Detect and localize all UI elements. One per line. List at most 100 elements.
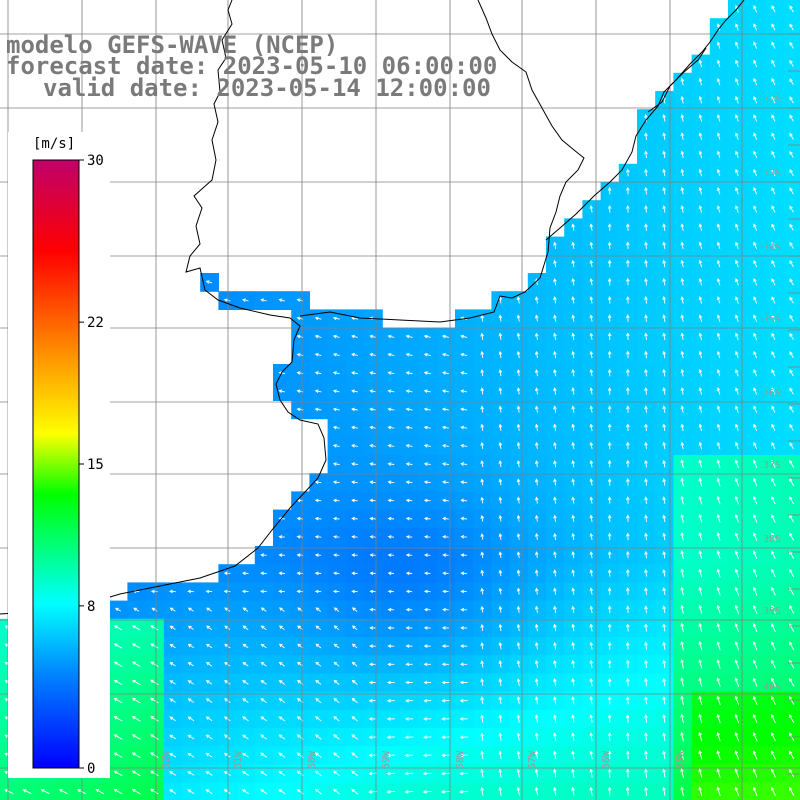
wind-arrow bbox=[332, 498, 340, 503]
wind-arrow bbox=[789, 641, 795, 651]
wind-arrow bbox=[589, 569, 594, 577]
wind-arrow bbox=[571, 732, 575, 741]
wind-arrow bbox=[607, 205, 612, 213]
wind-arrow bbox=[460, 407, 468, 412]
wind-speed-cell bbox=[782, 145, 800, 165]
wind-arrow bbox=[498, 496, 503, 504]
wind-arrow bbox=[405, 334, 413, 339]
wind-arrow bbox=[534, 314, 539, 322]
wind-arrow bbox=[753, 332, 758, 341]
wind-arrow bbox=[351, 462, 358, 466]
wind-arrow bbox=[735, 59, 739, 68]
wind-arrow bbox=[644, 259, 648, 268]
wind-speed-cell bbox=[782, 436, 800, 456]
wind-arrow bbox=[771, 168, 776, 177]
wind-arrow bbox=[716, 96, 721, 104]
wind-arrow bbox=[405, 480, 413, 485]
wind-speed-cell bbox=[782, 527, 800, 547]
wind-arrow bbox=[698, 786, 703, 797]
wind-arrow bbox=[625, 259, 630, 268]
wind-arrow bbox=[314, 734, 322, 740]
wind-arrow bbox=[351, 734, 358, 740]
wind-arrow bbox=[625, 623, 630, 632]
wind-arrow bbox=[607, 641, 612, 650]
wind-arrow bbox=[571, 405, 575, 413]
wind-arrow bbox=[150, 734, 159, 740]
wind-arrow bbox=[260, 788, 268, 795]
wind-arrow bbox=[771, 23, 776, 31]
wind-arrow bbox=[498, 551, 503, 559]
wind-arrow bbox=[662, 641, 666, 650]
wind-arrow bbox=[498, 587, 503, 595]
wind-arrow bbox=[205, 716, 213, 722]
wind-arrow bbox=[169, 716, 176, 722]
wind-arrow bbox=[387, 389, 395, 393]
wind-arrow bbox=[680, 277, 685, 286]
wind-arrow bbox=[625, 478, 630, 486]
wind-arrow bbox=[625, 350, 630, 359]
wind-arrow bbox=[698, 750, 703, 760]
wind-arrow bbox=[206, 607, 213, 612]
wind-arrow bbox=[333, 643, 340, 649]
wind-arrow bbox=[716, 768, 721, 778]
wind-arrow bbox=[771, 405, 776, 413]
wind-arrow bbox=[698, 568, 703, 578]
wind-arrow bbox=[516, 332, 521, 340]
wind-arrow bbox=[625, 186, 630, 195]
wind-arrow bbox=[440, 790, 450, 794]
wind-arrow bbox=[351, 770, 359, 777]
wind-arrow bbox=[278, 770, 286, 777]
wind-arrow bbox=[516, 405, 521, 413]
wind-arrow bbox=[752, 459, 758, 469]
wind-arrow bbox=[404, 771, 414, 776]
wind-arrow bbox=[442, 607, 449, 612]
wind-arrow bbox=[625, 786, 630, 796]
wind-arrow bbox=[460, 443, 468, 448]
wind-arrow bbox=[553, 587, 557, 595]
wind-arrow bbox=[789, 387, 794, 395]
wind-arrow bbox=[625, 459, 630, 468]
wind-arrow bbox=[423, 717, 432, 721]
wind-arrow bbox=[553, 460, 557, 468]
wind-arrow bbox=[770, 732, 776, 742]
wind-arrow bbox=[571, 768, 575, 778]
wind-arrow bbox=[516, 623, 521, 632]
wind-arrow bbox=[734, 677, 740, 687]
wind-arrow bbox=[716, 241, 721, 250]
wind-arrow bbox=[351, 679, 358, 685]
wind-arrow bbox=[607, 514, 612, 522]
wind-arrow bbox=[242, 625, 249, 631]
wind-arrow bbox=[441, 771, 450, 776]
wind-arrow bbox=[771, 59, 776, 67]
lat-label: 34S bbox=[763, 242, 781, 253]
wind-speed-cell bbox=[182, 782, 201, 800]
wind-arrow bbox=[644, 186, 648, 195]
wind-arrow bbox=[423, 644, 431, 648]
wind-arrow bbox=[589, 314, 594, 322]
wind-arrow bbox=[534, 405, 539, 413]
wind-arrow bbox=[771, 223, 776, 231]
wind-arrow bbox=[131, 770, 141, 777]
wind-arrow bbox=[662, 205, 666, 213]
lon-label: 57W bbox=[527, 750, 538, 769]
wind-arrow bbox=[753, 405, 758, 413]
wind-arrow bbox=[534, 569, 539, 577]
wind-speed-cell bbox=[782, 746, 800, 765]
wind-arrow bbox=[441, 462, 449, 466]
wind-arrow bbox=[735, 41, 739, 49]
wind-arrow bbox=[332, 316, 340, 321]
wind-arrow bbox=[369, 535, 376, 539]
wind-arrow bbox=[716, 350, 721, 359]
wind-arrow bbox=[735, 350, 739, 359]
wind-arrow bbox=[441, 371, 449, 375]
wind-arrow bbox=[460, 644, 468, 648]
wind-arrow bbox=[698, 186, 703, 195]
wind-speed-cell bbox=[782, 600, 800, 620]
wind-arrow bbox=[278, 389, 285, 394]
wind-arrow bbox=[534, 696, 539, 705]
wind-arrow bbox=[644, 332, 648, 341]
wind-arrow bbox=[553, 714, 557, 723]
wind-arrow bbox=[480, 332, 484, 340]
wind-arrow bbox=[278, 661, 285, 667]
wind-arrow bbox=[223, 716, 231, 722]
